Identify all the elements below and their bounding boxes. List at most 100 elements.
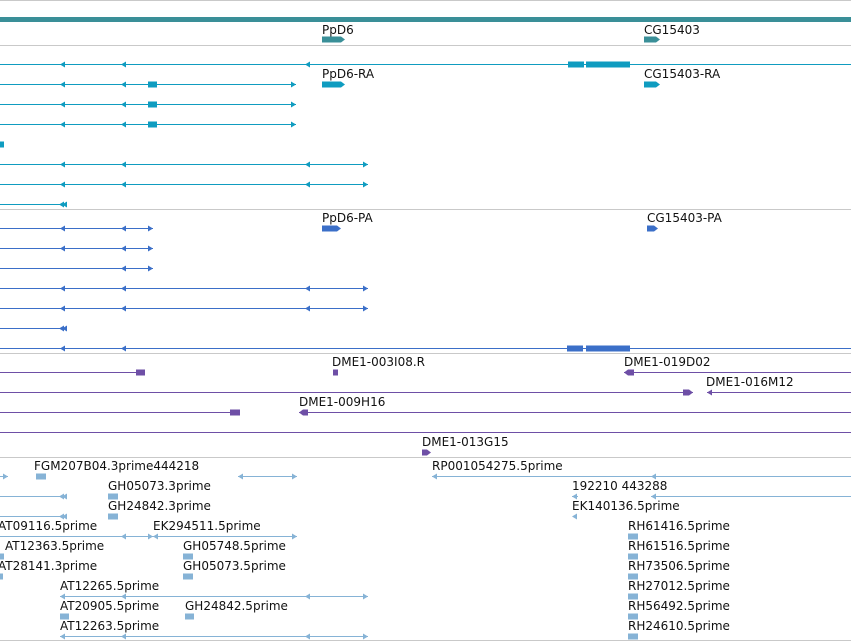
feature-exon-block[interactable] (322, 36, 341, 43)
strand-arrow-right[interactable] (363, 181, 368, 188)
est-label[interactable]: GH24842.3prime (108, 499, 211, 513)
strand-arrow-left[interactable] (60, 81, 65, 88)
feature-exon-block[interactable] (136, 369, 145, 376)
strand-arrow-left[interactable] (60, 285, 65, 292)
strand-arrow-right[interactable] (3, 473, 8, 480)
strand-arrow-right[interactable] (363, 161, 368, 168)
cdna-clone-label[interactable]: DME1-019D02 (624, 355, 711, 369)
feature-exon-arrowhead[interactable] (427, 449, 431, 456)
feature-exon-block[interactable] (108, 493, 118, 500)
est-label[interactable]: GH05748.5prime (183, 539, 286, 553)
feature-exon-block[interactable] (36, 473, 46, 480)
gene-span-bar[interactable] (0, 17, 851, 22)
strand-arrow-left[interactable] (121, 265, 126, 272)
protein-label[interactable]: CG15403-PA (647, 211, 722, 225)
strand-arrow-left[interactable] (305, 161, 310, 168)
feature-exon-arrowhead[interactable] (337, 225, 341, 232)
est-label[interactable]: RH27012.5prime (628, 579, 730, 593)
strand-arrow-left[interactable] (60, 245, 65, 252)
strand-arrow-left[interactable] (572, 493, 577, 500)
strand-arrow-left[interactable] (60, 161, 65, 168)
est-label[interactable]: 192210 443288 (572, 479, 668, 493)
strand-arrow-right[interactable] (148, 245, 153, 252)
est-label[interactable]: RH61516.5prime (628, 539, 730, 553)
feature-exon-block[interactable] (0, 553, 4, 560)
strand-arrow-left[interactable] (60, 101, 65, 108)
feature-exon-block[interactable] (586, 345, 630, 352)
feature-exon-arrowhead[interactable] (656, 36, 660, 43)
feature-exon-block[interactable] (422, 449, 427, 456)
strand-arrow-left[interactable] (121, 101, 126, 108)
feature-exon-block[interactable] (322, 81, 341, 88)
est-label[interactable]: FGM207B04.3prime444218 (34, 459, 200, 473)
strand-arrow-left[interactable] (59, 493, 64, 500)
feature-exon-block[interactable] (628, 533, 638, 540)
strand-arrow-left[interactable] (305, 181, 310, 188)
strand-arrow-left[interactable] (305, 61, 310, 68)
feature-exon-block[interactable] (185, 613, 194, 620)
cdna-clone-label[interactable]: DME1-013G15 (422, 435, 509, 449)
feature-exon-block[interactable] (628, 633, 638, 640)
feature-exon-arrowhead[interactable] (689, 389, 693, 396)
feature-exon-block[interactable] (644, 81, 656, 88)
strand-arrow-left[interactable] (62, 513, 67, 520)
feature-exon-block[interactable] (567, 345, 583, 352)
feature-exon-block[interactable] (60, 613, 69, 620)
strand-arrow-left[interactable] (121, 633, 126, 640)
feature-exon-block[interactable] (148, 101, 157, 108)
est-label[interactable]: AT12265.5prime (60, 579, 160, 593)
gene-label[interactable]: CG15403 (644, 23, 700, 37)
strand-arrow-left[interactable] (121, 245, 126, 252)
protein-label[interactable]: PpD6-PA (322, 211, 373, 225)
strand-arrow-right[interactable] (292, 473, 297, 480)
strand-arrow-right[interactable] (291, 81, 296, 88)
strand-arrow-left[interactable] (651, 473, 656, 480)
strand-arrow-left[interactable] (62, 493, 67, 500)
est-label[interactable]: AT12363.5prime (5, 539, 105, 553)
strand-arrow-right[interactable] (363, 633, 368, 640)
strand-arrow-left[interactable] (60, 225, 65, 232)
strand-arrow-right[interactable] (363, 285, 368, 292)
strand-arrow-left[interactable] (121, 121, 126, 128)
est-label[interactable]: AT09116.5prime (0, 519, 98, 533)
feature-exon-block[interactable] (628, 553, 638, 560)
est-label[interactable]: GH05073.3prime (108, 479, 211, 493)
est-label[interactable]: AT20905.5prime (60, 599, 160, 613)
feature-exon-block[interactable] (148, 81, 157, 88)
strand-arrow-left[interactable] (707, 389, 712, 396)
strand-arrow-right[interactable] (363, 305, 368, 312)
strand-arrow-left[interactable] (305, 285, 310, 292)
strand-arrow-right[interactable] (148, 533, 153, 540)
cdna-clone-label[interactable]: DME1-009H16 (299, 395, 386, 409)
feature-exon-block[interactable] (628, 369, 634, 376)
strand-arrow-left[interactable] (59, 325, 64, 332)
feature-exon-block[interactable] (333, 369, 338, 376)
feature-exon-block[interactable] (628, 593, 638, 600)
feature-exon-block[interactable] (683, 389, 689, 396)
strand-arrow-left[interactable] (60, 633, 65, 640)
est-label[interactable]: GH24842.5prime (185, 599, 288, 613)
cdna-clone-label[interactable]: DME1-003I08.R (332, 355, 426, 369)
strand-arrow-left[interactable] (305, 633, 310, 640)
strand-arrow-right[interactable] (363, 593, 368, 600)
strand-arrow-left[interactable] (60, 121, 65, 128)
est-label[interactable]: RH24610.5prime (628, 619, 730, 633)
est-label[interactable]: RH61416.5prime (628, 519, 730, 533)
strand-arrow-left[interactable] (121, 305, 126, 312)
transcript-label[interactable]: CG15403-RA (644, 67, 721, 81)
strand-arrow-left[interactable] (60, 345, 65, 352)
est-label[interactable]: GH05073.5prime (183, 559, 286, 573)
transcript-label[interactable]: PpD6-RA (322, 67, 375, 81)
feature-exon-block[interactable] (303, 409, 308, 416)
strand-arrow-left[interactable] (121, 81, 126, 88)
est-label[interactable]: RP001054275.5prime (432, 459, 563, 473)
est-label[interactable]: AT12263.5prime (60, 619, 160, 633)
feature-exon-arrowhead[interactable] (654, 225, 658, 232)
strand-arrow-left[interactable] (62, 201, 67, 208)
strand-arrow-left[interactable] (153, 533, 158, 540)
strand-arrow-right[interactable] (291, 101, 296, 108)
feature-exon-block[interactable] (0, 573, 3, 580)
est-label[interactable]: RH56492.5prime (628, 599, 730, 613)
strand-arrow-left[interactable] (121, 161, 126, 168)
feature-exon-arrowhead[interactable] (656, 81, 660, 88)
